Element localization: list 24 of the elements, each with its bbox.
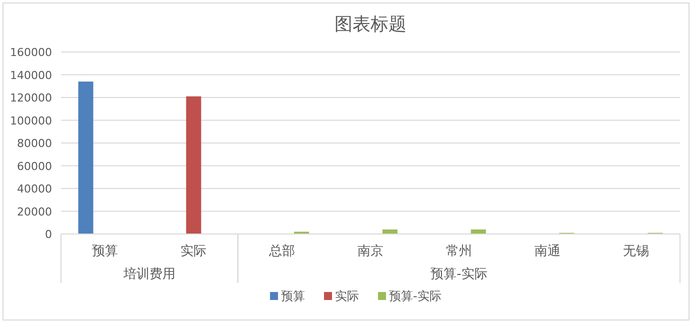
y-tick-label: 0 [45,228,52,241]
x-tick-label: 南京 [358,244,384,259]
legend-label: 预算-实际 [389,289,442,303]
text: 预算-实际 [430,267,488,282]
y-tick-label: 160000 [10,46,52,59]
chart-title: 图表标题 [334,14,406,35]
x-tick-label: 总部 [268,244,296,259]
y-tick-label: 120000 [10,92,52,104]
y-tick-label: 60000 [17,160,52,173]
text: 培训费用 [122,267,176,282]
x-tick-label: 常州 [446,244,472,259]
legend-label: 实际 [335,289,359,303]
x-tick-label: 南通 [534,244,560,259]
y-tick-label: 40000 [17,182,52,196]
y-tick-label: 100000 [10,114,52,128]
y-tick-label: 20000 [17,205,52,218]
bar [78,82,94,234]
x-tick-label: 预算 [92,244,118,259]
x-tick-label: 无锡 [622,244,649,259]
y-tick-label: 80000 [17,137,52,150]
y-tick-label: 140000 [10,68,52,82]
x-tick-label: 实际 [180,244,207,259]
legend-label: 预算 [281,289,305,303]
bar [186,96,202,234]
